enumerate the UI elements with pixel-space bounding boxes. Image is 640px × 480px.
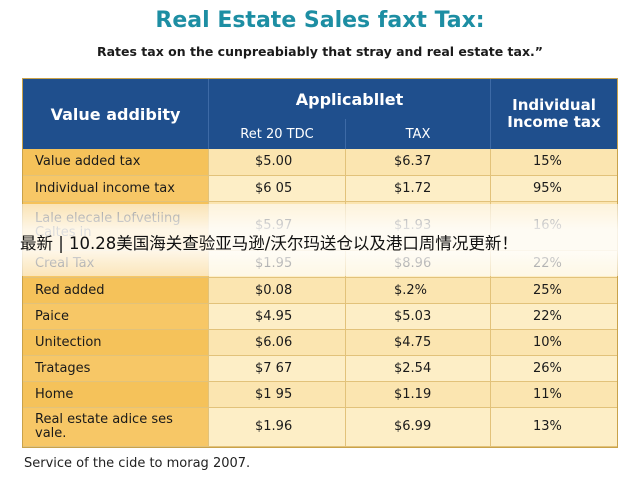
table-cell: $6.99 (346, 408, 491, 447)
table-cell: $1 95 (209, 382, 346, 408)
table-cell: Red added (23, 278, 209, 304)
table-cell: Unitection (23, 330, 209, 356)
table-cell: 95% (491, 176, 617, 202)
table-cell: $1.96 (209, 408, 346, 447)
table-cell: Paice (23, 304, 209, 330)
table-cell: Individual income tax (23, 176, 209, 202)
table-cell: 10% (491, 330, 617, 356)
table-cell: Home (23, 382, 209, 408)
table-cell: 26% (491, 356, 617, 382)
table-cell: 11% (491, 382, 617, 408)
table-cell: $4.75 (346, 330, 491, 356)
header-group: Applicabllet (209, 79, 491, 119)
table-cell: $5.00 (209, 149, 346, 176)
table-cell: $1.19 (346, 382, 491, 408)
table-cell: $.2% (346, 278, 491, 304)
table-cell: 22% (491, 304, 617, 330)
banner-text[interactable]: 最新 | 10.28美国海关查验亚马逊/沃尔玛送仓以及港口周情况更新！ (20, 234, 518, 253)
table-cell: Real estate adice ses vale. (23, 408, 209, 447)
header-last: Individual Income tax (491, 79, 617, 149)
banner-overlay (0, 204, 640, 276)
table-cell: $2.54 (346, 356, 491, 382)
header-sub: Ret 20 TDC (209, 119, 346, 149)
table-cell: Tratages (23, 356, 209, 382)
table-cell: $6.37 (346, 149, 491, 176)
table-cell: $1.72 (346, 176, 491, 202)
subtitle: Rates tax on the cunpreabiably that stra… (97, 44, 543, 59)
header-first: Value addibity (23, 79, 209, 149)
table-cell: $4.95 (209, 304, 346, 330)
table-cell: $6 05 (209, 176, 346, 202)
table-cell: $6.06 (209, 330, 346, 356)
table-cell: $5.03 (346, 304, 491, 330)
table-cell: $0.08 (209, 278, 346, 304)
table-cell: $7 67 (209, 356, 346, 382)
table-cell: 13% (491, 408, 617, 447)
table-cell: Value added tax (23, 149, 209, 176)
table-cell: 15% (491, 149, 617, 176)
title: Real Estate Sales faxt Tax: (155, 8, 485, 33)
footer: Service of the cide to morag 2007. (24, 456, 251, 471)
table-cell: 25% (491, 278, 617, 304)
header-sub: TAX (346, 119, 491, 149)
